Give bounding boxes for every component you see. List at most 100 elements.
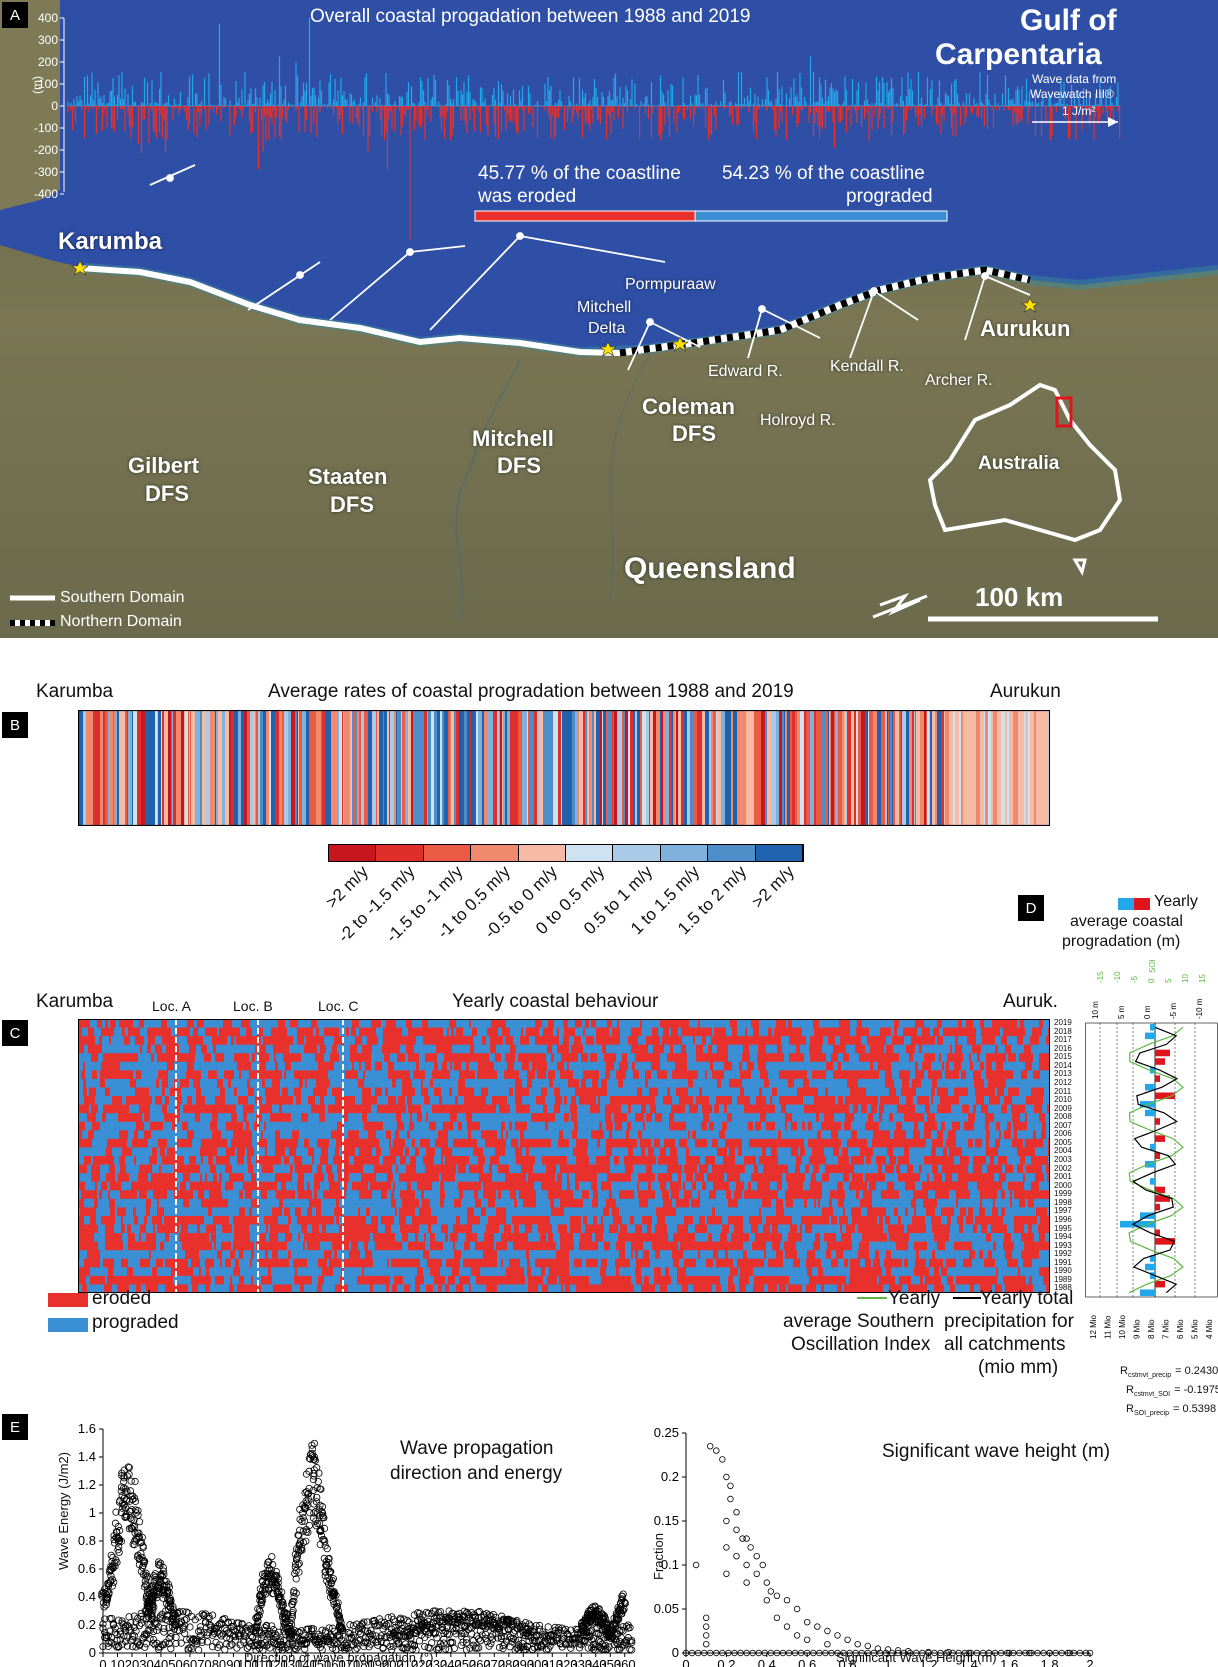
rate-stripe	[89, 710, 94, 826]
heat-cell	[861, 1104, 868, 1114]
heat-cell	[740, 1044, 744, 1054]
heat-cell	[291, 1070, 295, 1080]
heat-cell	[495, 1053, 502, 1063]
heat-cell	[588, 1096, 595, 1105]
heat-cell	[980, 1061, 985, 1071]
heat-cell	[380, 1036, 384, 1045]
rate-stripe	[108, 710, 110, 826]
heat-cell	[460, 1019, 463, 1028]
heat-cell	[696, 1096, 704, 1105]
heat-cell	[112, 1044, 119, 1054]
heat-cell	[805, 1121, 809, 1131]
heat-cell	[549, 1113, 556, 1123]
heat-cell	[105, 1087, 111, 1097]
heat-cell	[718, 1121, 723, 1131]
heat-cell	[156, 1078, 160, 1088]
heat-cell	[472, 1027, 476, 1037]
heat-cell	[254, 1087, 258, 1097]
heat-cell	[650, 1078, 655, 1088]
heat-cell	[864, 1087, 867, 1097]
heat-cell	[320, 1044, 327, 1054]
heat-cell	[478, 1019, 486, 1028]
heat-cell	[136, 1053, 139, 1063]
y-tick-label: -200	[34, 143, 58, 157]
heat-cell	[652, 1027, 655, 1037]
heat-cell	[109, 1036, 112, 1045]
heat-cell	[409, 1036, 417, 1045]
heat-cell	[817, 1130, 822, 1140]
heat-cell	[610, 1070, 617, 1080]
heat-cell	[230, 1087, 235, 1097]
heat-cell	[781, 1036, 786, 1045]
heat-cell	[749, 1078, 755, 1088]
heat-cell	[285, 1113, 292, 1123]
heat-cell	[469, 1061, 475, 1071]
heat-cell	[242, 1036, 248, 1045]
heat-cell	[726, 1027, 733, 1037]
heat-cell	[966, 1121, 973, 1131]
heat-cell	[404, 1121, 410, 1131]
rate-stripe	[427, 710, 429, 826]
heat-cell	[810, 1113, 817, 1123]
heat-cell	[303, 1087, 309, 1097]
heat-cell	[167, 1138, 170, 1148]
heat-cell	[877, 1104, 880, 1114]
heat-cell	[509, 1113, 514, 1123]
heat-cell	[662, 1044, 665, 1054]
heat-cell	[607, 1087, 615, 1097]
heat-cell	[101, 1130, 105, 1140]
heat-cell	[984, 1019, 989, 1028]
heat-cell	[758, 1061, 762, 1071]
heat-cell	[103, 1070, 110, 1080]
heat-cell	[225, 1096, 232, 1105]
heat-cell	[935, 1087, 938, 1097]
rate-stripe	[984, 710, 986, 826]
rate-stripe	[757, 710, 762, 826]
heat-cell	[977, 1053, 981, 1063]
heat-cell	[440, 1070, 446, 1080]
heat-cell	[293, 1027, 298, 1037]
heat-cell	[578, 1053, 582, 1063]
heat-cell	[342, 1087, 347, 1097]
heat-cell	[559, 1130, 564, 1140]
heat-cell	[459, 1027, 462, 1037]
heat-cell	[918, 1121, 925, 1131]
heat-cell	[741, 1027, 746, 1037]
heat-cell	[930, 1104, 934, 1114]
heat-cell	[332, 1113, 340, 1123]
rate-stripe	[117, 710, 120, 826]
heat-cell	[426, 1113, 429, 1123]
heat-cell	[719, 1130, 726, 1140]
heat-cell	[878, 1096, 881, 1105]
heat-cell	[587, 1130, 592, 1140]
heat-cell	[515, 1096, 523, 1105]
heat-cell	[164, 1113, 169, 1123]
heat-cell	[1020, 1113, 1026, 1123]
heat-cell	[858, 1044, 863, 1054]
heat-cell	[543, 1104, 548, 1114]
heat-cell	[747, 1096, 751, 1105]
heat-cell	[826, 1061, 834, 1071]
heat-cell	[589, 1113, 594, 1123]
heat-cell	[532, 1121, 540, 1131]
heat-cell	[165, 1053, 171, 1063]
heat-cell	[571, 1113, 578, 1123]
heat-cell	[813, 1053, 820, 1063]
rate-stripe	[505, 710, 508, 826]
heat-cell	[847, 1053, 850, 1063]
heat-cell	[120, 1138, 124, 1148]
heat-cell	[144, 1061, 150, 1071]
rate-stripe	[737, 710, 742, 826]
heat-cell	[935, 1113, 940, 1123]
heat-cell	[452, 1104, 460, 1114]
heat-cell	[145, 1070, 151, 1080]
heat-cell	[192, 1121, 200, 1131]
heat-cell	[434, 1061, 439, 1071]
heat-cell	[663, 1096, 666, 1105]
heat-cell	[146, 1078, 154, 1088]
heat-cell	[1006, 1053, 1009, 1063]
heat-cell	[385, 1113, 392, 1123]
northern-domain-line	[619, 266, 1031, 357]
heat-cell	[573, 1044, 577, 1054]
heat-cell	[800, 1070, 804, 1080]
